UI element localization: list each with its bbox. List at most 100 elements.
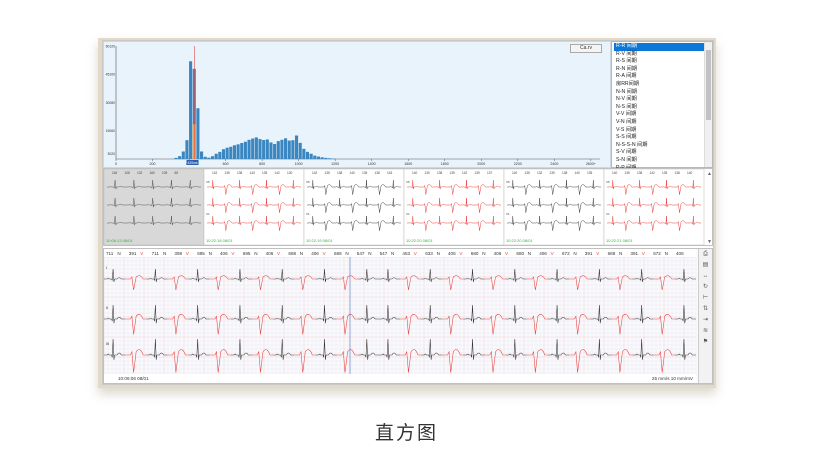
ecg-beat-trace: [421, 268, 443, 283]
strip-rr-label: 135: [325, 171, 331, 175]
histogram-bar: [284, 138, 288, 159]
interval-type-list[interactable]: R-R 间期 R-V 间期 R-S 间期 R-N 间期 R-A 间期 房RR间期 N-N 间…: [611, 41, 713, 178]
beat-annotation: 453: [402, 251, 410, 256]
interval-list-item[interactable]: 房RR间期: [616, 80, 640, 87]
strip-rr-label: 140: [350, 171, 356, 175]
beat-annotation: 406: [539, 251, 547, 256]
filter-icon[interactable]: ≋: [702, 328, 709, 334]
beat-annotation: N: [300, 251, 303, 256]
beat-annotation: V: [323, 251, 327, 256]
beat-annotation: V: [231, 251, 235, 256]
strip-rr-label: 140: [575, 171, 581, 175]
strip-lead-label: V5: [506, 180, 510, 184]
beat-annotation: 688: [334, 251, 342, 256]
strip-rr-label: 142: [212, 171, 218, 175]
histogram-bar: [236, 144, 240, 159]
strip-rr-label: 135: [225, 171, 231, 175]
strip-rr-label: 135: [587, 171, 593, 175]
beat-annotation: 688: [288, 251, 296, 256]
marker-icon[interactable]: ⚑: [702, 339, 709, 345]
interval-list-item[interactable]: N-S 间期: [616, 103, 637, 110]
histogram-bar: [229, 146, 233, 159]
interval-list-scrollbar[interactable]: [704, 42, 712, 167]
strip-timestamp: 10:22:19 08/01: [306, 238, 333, 243]
interval-list-item[interactable]: N-S-S-N 间期: [616, 141, 648, 148]
interval-list-item[interactable]: N-V 间期: [616, 96, 637, 103]
ecg-beat-trace: [611, 275, 633, 291]
beat-annotation: 633: [425, 251, 433, 256]
printer-icon[interactable]: ⎙: [703, 251, 708, 257]
strip-ecg-trace: [407, 197, 501, 213]
beat-annotation: N: [163, 251, 166, 256]
ecg-beat-trace: [104, 304, 126, 324]
ruler-icon[interactable]: ⊢: [702, 295, 709, 301]
strip-timestamp: 10:22:20 08/01: [506, 238, 533, 243]
interval-list-item[interactable]: R-R 间期: [614, 43, 704, 51]
interval-list-items: R-R 间期 R-V 间期 R-S 间期 R-N 间期 R-A 间期 房RR间期 N-N 间…: [614, 43, 704, 180]
interval-list-item[interactable]: S-S 间期: [616, 134, 637, 141]
beat-annotation: N: [391, 251, 394, 256]
interval-list-item[interactable]: R-S 间期: [616, 58, 637, 65]
strip-ecg-trace: [407, 215, 501, 231]
zoom-fit-icon[interactable]: ↔: [702, 273, 709, 279]
histogram-bar: [178, 156, 182, 159]
interval-list-item[interactable]: R-N 间期: [616, 65, 638, 72]
save-icon[interactable]: ▤: [702, 262, 709, 268]
strip-rr-label: 138: [237, 171, 243, 175]
beat-annotation: V: [551, 251, 555, 256]
histogram-bar: [247, 139, 251, 159]
beat-annotation: 547: [380, 251, 388, 256]
ecg-strip-thumbnail: [104, 169, 205, 245]
beat-annotation: N: [665, 251, 668, 256]
strip-ecg-trace: [107, 215, 201, 226]
beat-annotation: 680: [516, 251, 524, 256]
beat-annotation: N: [573, 251, 576, 256]
strip-ecg-trace: [207, 215, 301, 231]
beat-annotation: 547: [357, 251, 365, 256]
ecg-strip-gallery-canvas[interactable]: 118 108 132 160 109 65 10:06:13 08/01 142 135 138…: [104, 169, 712, 245]
ecg-beat-trace: [104, 268, 126, 283]
ecg-beat-trace: [294, 349, 316, 373]
ecg-beat-trace: [505, 338, 527, 360]
interval-list-item[interactable]: V-V 间期: [616, 111, 637, 118]
ecg-strip-gallery[interactable]: 118 108 132 160 109 65 10:06:13 08/01 142 135 138…: [103, 168, 713, 246]
histogram-mode-button[interactable]: Ca.rv: [570, 44, 602, 53]
beat-annotation: 406: [448, 251, 456, 256]
strip-rr-label: 135: [625, 171, 631, 175]
beat-annotation: 406: [494, 251, 502, 256]
interval-list-item[interactable]: V-S 间期: [616, 126, 637, 133]
ecg-beat-trace: [590, 268, 612, 283]
ecg-beat-trace: [146, 338, 168, 360]
ecg-beat-trace: [590, 304, 612, 324]
ecg-beat-trace: [632, 268, 654, 283]
scrollbar-thumb[interactable]: [706, 50, 711, 120]
interval-list-item[interactable]: P-P 间期: [614, 165, 704, 173]
amplitude-icon[interactable]: ⇅: [702, 306, 709, 312]
interval-list-item[interactable]: R-V 间期: [616, 50, 637, 57]
ecg-beat-trace: [611, 349, 633, 373]
ecg-beat-trace: [146, 304, 168, 324]
interval-list-item[interactable]: R-A 间期: [616, 73, 637, 80]
ecg-beat-trace: [400, 349, 422, 373]
rr-histogram-chart[interactable]: 6012045100300801506030200200400600800100…: [104, 42, 610, 167]
rr-histogram-pane[interactable]: Ca.rv 6012045100300801506030200200400600…: [103, 41, 611, 168]
strip-rr-label: 132: [537, 171, 543, 175]
strip-ecg-trace: [207, 179, 301, 195]
ecg-toolbar: ⎙ ▤ ↔ ↻ ⊢ ⇅ ⇥ ≋ ⚑: [698, 249, 712, 383]
beat-annotation: N: [117, 251, 120, 256]
rotate-icon[interactable]: ↻: [702, 284, 709, 290]
interval-list-item[interactable]: N-N 间期: [616, 88, 638, 95]
interval-list-item[interactable]: S-V 间期: [616, 149, 637, 156]
histogram-bar: [174, 157, 178, 159]
strip-ecg-trace: [107, 179, 201, 190]
ecg-main-view[interactable]: 711 N 391 V 711 N 398 V 695 N 406 V 695 N 406 V 688 N 406 V…: [103, 248, 713, 384]
ecg-beat-trace: [336, 275, 358, 291]
ecg-beat-trace: [611, 314, 633, 335]
ecg-beat-trace: [294, 314, 316, 335]
strip-rr-label: 118: [112, 171, 117, 175]
speed-icon[interactable]: ⇥: [702, 317, 709, 323]
ecg-beat-trace: [252, 314, 274, 335]
interval-list-item[interactable]: V-N 间期: [616, 118, 637, 125]
interval-list-item[interactable]: S-N 间期: [616, 156, 637, 163]
ecg-main-canvas[interactable]: 711 N 391 V 711 N 398 V 695 N 406 V 695 N 406 V 688 N 406 V…: [104, 249, 699, 383]
